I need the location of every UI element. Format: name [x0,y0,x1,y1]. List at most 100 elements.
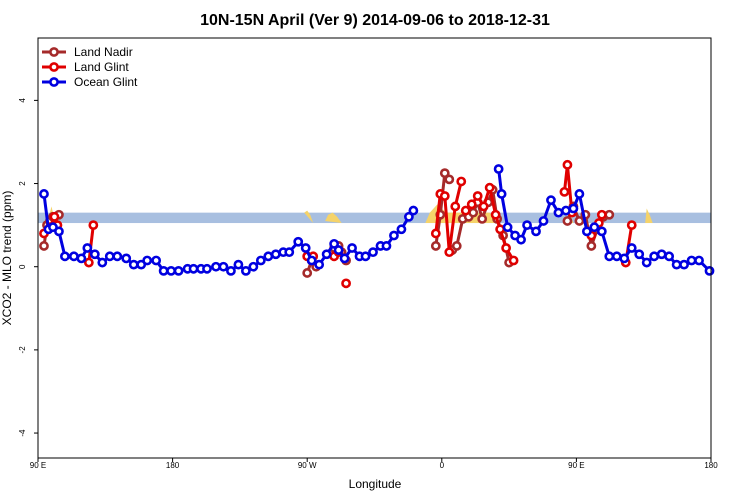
data-point [389,230,399,241]
data-point [121,253,132,264]
data-point [128,259,139,270]
data-point [596,209,607,220]
data-point [439,191,450,201]
data-point [538,216,549,226]
data-point [381,241,392,251]
legend-item: Land Glint [42,60,129,74]
data-point [188,263,199,274]
data-point [347,243,357,253]
data-point [516,234,526,245]
data-point [562,159,573,170]
data-point [104,251,115,262]
data-point [686,255,697,266]
data-point [604,209,615,220]
data-point [218,261,229,272]
series-layer [39,159,715,289]
data-point [158,265,169,276]
data-point [368,247,378,258]
data-point [641,257,652,268]
data-point [502,222,513,233]
data-point [460,205,471,216]
data-point [561,205,571,216]
y-tick-label: -4 [18,429,27,437]
data-point [39,241,49,251]
data-point [97,257,108,268]
data-point [233,259,244,270]
legend-label: Land Nadir [74,45,133,59]
data-point [596,226,607,237]
data-point [430,241,441,251]
data-point [546,195,556,206]
data-point [68,251,79,262]
land-mask-segment-2 [325,212,342,224]
data-point [151,255,162,266]
legend-label: Land Glint [74,60,129,74]
data-point [649,251,660,262]
data-point [211,261,221,272]
data-point [704,265,715,276]
data-point [54,226,64,237]
data-point [694,255,704,266]
x-tick-label: 0 [440,461,445,470]
data-point [477,213,488,224]
data-point [586,241,597,251]
data-point [403,211,414,222]
x-tick-label: 90 E [30,461,46,470]
data-point [574,189,585,199]
data-point [142,255,153,266]
data-point [484,182,495,193]
data-point [302,268,313,278]
data-point [472,191,483,201]
data-point [76,253,87,264]
legend-marker [49,77,59,87]
data-point [466,199,477,210]
data-point [664,251,675,262]
data-point [173,265,184,276]
legend-item: Land Nadir [42,45,133,59]
data-point [300,243,311,253]
chart-title: 10N-15N April (Ver 9) 2014-09-06 to 2018… [200,12,550,29]
data-point [333,245,344,255]
legend-marker [49,47,59,57]
data-point [589,222,600,233]
land-mask-segment-1 [304,210,314,224]
data-point [495,224,506,235]
y-axis: -4 -2 0 2 4 [18,98,38,437]
legend-item: Ocean Glint [42,75,138,89]
x-axis-label: Longitude [349,477,402,491]
x-tick-label: 90 W [298,461,317,470]
data-point [293,236,304,247]
data-point [456,176,467,187]
data-point [451,241,462,251]
data-point [679,259,689,270]
data-point [439,168,450,179]
data-point [493,164,504,174]
legend-marker [49,62,59,72]
series-line [87,224,95,263]
data-point [240,265,251,276]
data-point [39,189,49,199]
land-mask-segment-5 [645,208,653,224]
data-point [568,203,579,214]
data-point [255,255,266,266]
data-point [329,238,340,249]
data-point [531,226,541,237]
y-tick-label: 0 [18,264,27,269]
data-point [501,243,512,253]
data-point [496,189,507,199]
data-point [49,211,60,222]
data-point [284,247,295,258]
data-point [553,207,564,218]
data-point [270,249,281,260]
reference-band [38,212,711,224]
data-point [82,243,93,253]
data-point [112,251,123,262]
plot-frame [37,37,712,459]
data-point [626,243,637,253]
y-tick-label: 4 [18,98,27,103]
x-tick-label: 180 [166,461,180,470]
x-axis: 90 E 180 90 W 0 90 E 180 [30,458,718,470]
data-point [89,249,100,260]
